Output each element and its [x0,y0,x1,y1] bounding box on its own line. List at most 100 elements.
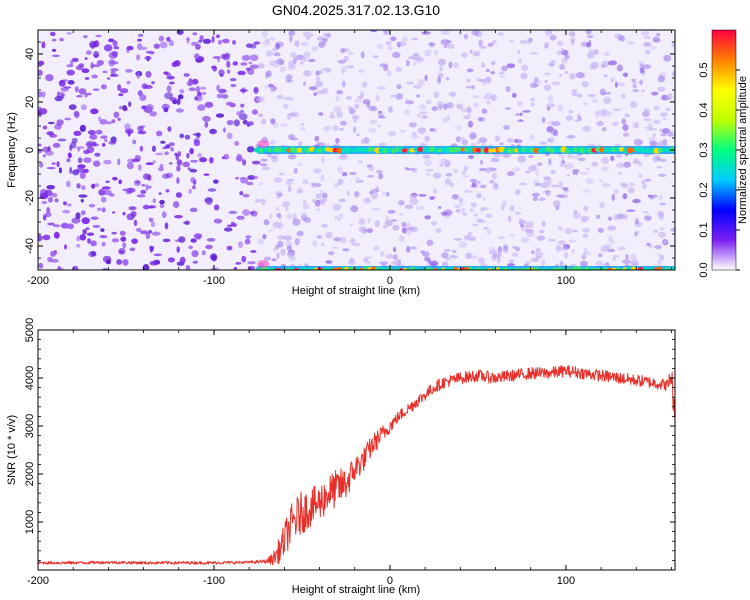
spectrogram-speckle [409,246,417,250]
spectrogram-speckle [160,140,166,144]
spectrogram-speckle [67,203,72,207]
spectrogram-speckle [131,238,138,244]
spectrogram-speckle [280,248,286,256]
spectrogram-speckle [466,106,472,114]
spectrogram-speckle [72,265,79,270]
spectrogram-speckle [416,57,423,61]
spectrogram-speckle [583,248,588,255]
spectrogram-speckle [543,84,552,91]
spectrogram-speckle [550,128,558,136]
spectrogram-speckle [299,61,304,65]
spectrogram-speckle [191,78,199,85]
spectrogram-speckle [246,43,253,48]
spectrogram-speckle [548,62,554,66]
spectrogram-speckle [87,130,96,135]
spectrogram-speckle [560,48,565,52]
spectrogram-speckle [570,154,580,160]
spectrogram-speckle [311,183,315,188]
spectrogram-speckle [305,36,311,40]
spectrogram-speckle [218,39,222,45]
spectrogram-speckle [404,167,410,171]
spectrogram-speckle [651,91,659,96]
spectrogram-speckle [294,40,300,47]
spectrogram-speckle [595,110,599,118]
spectrogram-speckle [476,141,481,145]
spectrogram-speckle [388,106,393,113]
spectrogram-speckle [565,135,575,139]
spectrogram-speckle [207,188,217,192]
spectrogram-speckle [444,178,452,186]
spectrogram-speckle [213,204,220,211]
spectrogram-speckle [76,183,81,189]
spectrogram-speckle [216,93,224,99]
spectrogram-speckle [540,182,550,189]
spectrogram-speckle [325,260,333,264]
spectrogram-speckle [133,179,141,187]
spectrogram-speckle [169,162,173,165]
spectrogram-speckle [532,196,539,201]
spectrogram-speckle [474,213,478,217]
spectrogram-speckle [241,54,251,61]
spectrogram-speckle [336,111,343,118]
spectrogram-speckle [638,61,645,65]
spectrogram-speckle [375,169,383,174]
spectrogram-speckle [354,103,360,109]
spectrogram-speckle [353,117,358,124]
spectrogram-speckle [42,125,48,130]
spectrogram-speckle [131,158,141,163]
spectrogram-speckle [128,206,137,211]
spectrogram-speckle [171,61,178,68]
spectrogram-speckle [94,183,100,188]
spectrogram-speckle [518,182,527,186]
spectrogram-speckle [261,198,266,205]
spectrogram-speckle [111,50,118,58]
spectrogram-speckle [221,94,229,99]
spectrogram-speckle [498,251,502,258]
y-tick-label: 3000 [24,414,36,438]
spectrogram-speckle [251,160,261,165]
spectrogram-speckle [362,227,366,235]
spectrogram-speckle [137,130,147,135]
spectrogram-speckle [476,180,481,185]
spectrogram-speckle [593,49,599,55]
spectrogram-speckle [78,194,88,198]
spectrogram-speckle [323,143,331,147]
spectrogram-speckle [176,159,183,166]
spectrogram-speckle [614,33,622,39]
spectrogram-speckle [190,238,197,243]
spectrogram-speckle [627,187,635,194]
spectrogram-speckle [546,126,554,133]
spectrogram-speckle [381,191,387,196]
spectrogram-speckle [106,77,111,80]
spectrogram-speckle [667,93,673,100]
spectrogram-speckle [212,56,222,59]
spectrogram-speckle [568,239,577,243]
x-tick-label: -100 [203,275,225,287]
spectrogram-speckle [471,182,477,188]
spectrogram-speckle [386,254,394,259]
spectrogram-speckle [110,60,115,64]
spectrogram-speckle [41,41,46,49]
spectrogram-speckle [297,187,304,193]
spectrogram-speckle [613,189,619,194]
spectrogram-speckle [639,67,645,74]
spectrogram-speckle [269,213,273,219]
spectrogram-speckle [476,192,482,199]
spectrogram-speckle [299,127,306,131]
spectrogram-speckle [81,68,90,73]
spectrogram-speckle [302,179,309,185]
spectrogram-speckle [582,233,589,238]
spectrogram-speckle [275,195,281,199]
spectrogram-speckle [320,174,325,182]
spectrogram-speckle [579,260,588,268]
spectrogram-speckle [465,252,473,260]
spectrogram-speckle [174,239,181,242]
spectrogram-speckle [486,100,491,106]
spectrogram-speckle [430,260,439,267]
spectrogram-speckle [405,229,412,236]
spectrogram-speckle [489,179,494,184]
spectrogram-speckle [635,218,639,225]
spectrogram-speckle [548,158,552,166]
spectrogram-speckle [427,259,432,265]
spectrogram-speckle [561,155,565,161]
